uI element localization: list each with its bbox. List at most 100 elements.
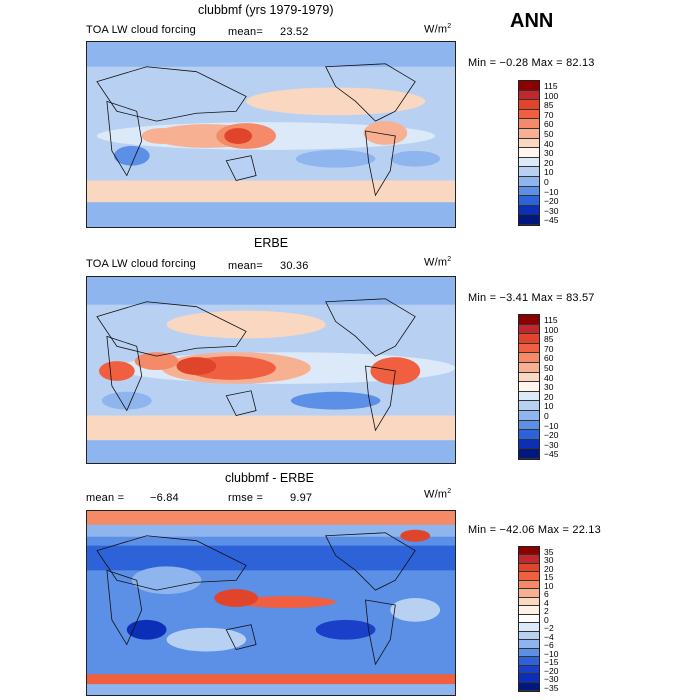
colorbar-swatch xyxy=(519,614,539,624)
colorbar-swatch xyxy=(519,665,539,675)
panel1-variable-label: TOA LW cloud forcing xyxy=(86,24,196,36)
panel3-title: clubbmf - ERBE xyxy=(225,471,314,485)
colorbar-tick-label: 10 xyxy=(544,401,554,412)
colorbar-tick-label: −35 xyxy=(544,682,559,693)
colorbar-swatch xyxy=(519,589,539,598)
panel2-title: ERBE xyxy=(254,236,289,250)
colorbar-swatch xyxy=(519,449,539,459)
colorbar-tick-label: 0 xyxy=(544,177,549,187)
panel2-units: W/m2 xyxy=(424,256,451,269)
colorbar-tick-label: −20 xyxy=(544,430,559,441)
colorbar-swatch xyxy=(519,580,539,590)
colorbar-tick-label: 40 xyxy=(544,138,554,149)
colorbar-swatch xyxy=(519,362,539,373)
colorbar-tick-label: −30 xyxy=(544,674,559,685)
colorbar-tick-label: −15 xyxy=(544,657,559,668)
colorbar-swatch xyxy=(519,657,539,666)
colorbar-tick-label: −20 xyxy=(544,196,559,207)
colorbar-swatch xyxy=(519,623,539,632)
colorbar-tick-label: 20 xyxy=(544,563,554,574)
panel3-map xyxy=(86,510,456,696)
colorbar-swatch xyxy=(519,167,539,177)
colorbar-swatch xyxy=(519,391,539,402)
colorbar-swatch xyxy=(519,186,539,197)
colorbar-tick-label: 30 xyxy=(544,382,554,393)
panel1-title: clubbmf (yrs 1979-1979) xyxy=(198,3,334,17)
colorbar-tick-label: 60 xyxy=(544,353,554,364)
panel1-map xyxy=(86,41,456,228)
colorbar-swatch xyxy=(519,343,539,354)
colorbar-swatch xyxy=(519,315,539,325)
panel1-minmax: Min = −0.28 Max = 82.13 xyxy=(468,57,595,69)
panel2-variable-label: TOA LW cloud forcing xyxy=(86,258,196,270)
panel2-minmax: Min = −3.41 Max = 83.57 xyxy=(468,292,595,304)
colorbar-tick-label: 0 xyxy=(544,614,549,625)
colorbar-swatch xyxy=(519,410,539,421)
panel2-mean-label: mean= xyxy=(228,260,263,272)
colorbar-tick-label: −45 xyxy=(544,449,559,460)
colorbar-swatch xyxy=(519,555,539,564)
colorbar-tick-label: 35 xyxy=(544,547,554,557)
colorbar-tick-label: −10 xyxy=(544,186,559,197)
colorbar-swatch xyxy=(519,205,539,216)
panel1-units-text: W/m xyxy=(424,23,448,36)
colorbar-tick-label: 15 xyxy=(544,572,554,583)
colorbar-tick-label: 100 xyxy=(544,324,559,335)
panel3-minmax: Min = −42.06 Max = 22.13 xyxy=(468,524,601,536)
colorbar-swatch xyxy=(519,128,539,139)
colorbar-swatch xyxy=(519,196,539,206)
colorbar-tick-label: 10 xyxy=(544,580,554,591)
colorbar-swatch xyxy=(519,439,539,450)
colorbar-swatch xyxy=(519,382,539,392)
panel2-map xyxy=(86,276,456,464)
colorbar-tick-label: 20 xyxy=(544,157,554,168)
colorbar-tick-label: 115 xyxy=(544,315,558,325)
panel2-units-text: W/m xyxy=(424,256,448,269)
colorbar-swatch xyxy=(519,597,539,607)
colorbar-tick-label: 70 xyxy=(544,109,554,120)
panel1-colorbar xyxy=(518,80,540,226)
colorbar-swatch xyxy=(519,100,539,110)
colorbar-swatch xyxy=(519,157,539,168)
colorbar-tick-label: −20 xyxy=(544,665,559,676)
panel3-colorbar xyxy=(518,546,540,692)
colorbar-swatch xyxy=(519,563,539,573)
panel1-mean-value: 23.52 xyxy=(280,26,309,38)
colorbar-tick-label: 85 xyxy=(544,100,554,111)
colorbar-swatch xyxy=(519,674,539,683)
colorbar-swatch xyxy=(519,353,539,363)
panel2-colorbar xyxy=(518,314,540,460)
colorbar-swatch xyxy=(519,547,539,556)
colorbar-tick-label: 0 xyxy=(544,411,549,421)
colorbar-swatch xyxy=(519,138,539,149)
season-label: ANN xyxy=(510,10,554,32)
panel3-units: W/m2 xyxy=(424,488,451,501)
colorbar-swatch xyxy=(519,401,539,411)
colorbar-tick-label: −45 xyxy=(544,215,559,226)
colorbar-tick-label: −10 xyxy=(544,648,559,659)
panel3-units-text: W/m xyxy=(424,488,448,501)
colorbar-swatch xyxy=(519,372,539,383)
colorbar-swatch xyxy=(519,81,539,91)
panel3-mean-value: −6.84 xyxy=(150,492,179,504)
panel2-units-sup: 2 xyxy=(447,256,452,263)
colorbar-swatch xyxy=(519,606,539,615)
panel2-mean-value: 30.36 xyxy=(280,260,309,272)
colorbar-tick-label: 50 xyxy=(544,363,554,373)
colorbar-tick-label: 70 xyxy=(544,343,554,354)
colorbar-tick-label: 30 xyxy=(544,148,554,159)
colorbar-tick-label: −4 xyxy=(544,631,554,642)
colorbar-tick-label: −30 xyxy=(544,439,559,450)
colorbar-tick-label: −2 xyxy=(544,623,554,634)
colorbar-tick-label: 100 xyxy=(544,90,559,101)
colorbar-tick-label: 40 xyxy=(544,372,554,383)
colorbar-swatch xyxy=(519,109,539,120)
colorbar-tick-label: −10 xyxy=(544,420,559,431)
colorbar-swatch xyxy=(519,324,539,335)
colorbar-swatch xyxy=(519,572,539,581)
panel3-mean-label: mean = xyxy=(86,492,125,504)
colorbar-swatch xyxy=(519,148,539,158)
colorbar-tick-label: 85 xyxy=(544,334,554,345)
colorbar-tick-label: −30 xyxy=(544,205,559,216)
panel3-units-sup: 2 xyxy=(447,488,452,495)
